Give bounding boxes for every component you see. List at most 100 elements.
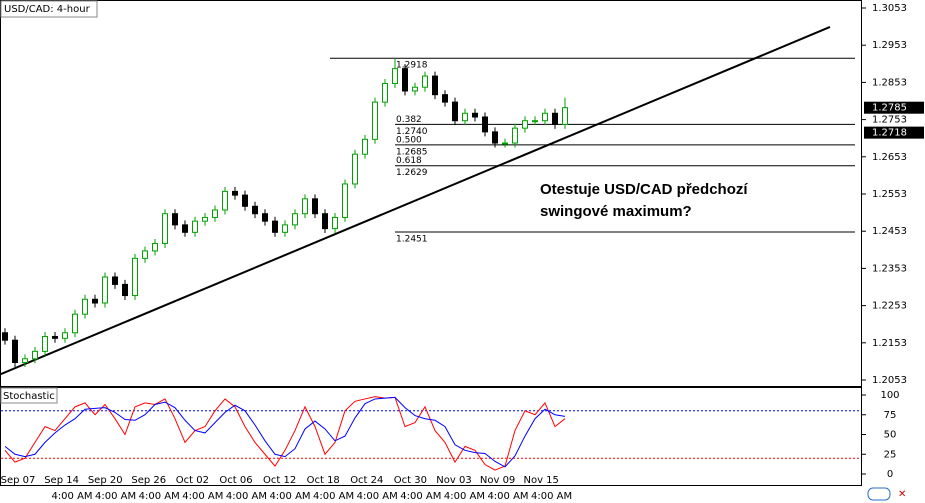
candle-body: [82, 298, 88, 315]
candle-body: [52, 335, 58, 339]
x-date-label: Nov 03: [436, 475, 471, 486]
trendline: [0, 26, 831, 376]
y-tick-label: 1.2653: [872, 152, 907, 163]
candle-body: [252, 205, 258, 215]
x-time-label: 4:00 AM: [357, 491, 398, 502]
stochastic-title: Stochastic: [3, 391, 55, 402]
x-date-label: Oct 12: [263, 475, 296, 486]
x-time-label: 4:00 AM: [182, 491, 223, 502]
stoch-tick-label: 50: [884, 430, 897, 441]
x-date-label: Oct 18: [307, 475, 340, 486]
candle-body: [502, 142, 508, 145]
annotation: Otestuje USD/CAD předchozí: [540, 181, 748, 198]
candle-body: [102, 276, 108, 304]
candle-body: [282, 224, 288, 233]
stoch-tick-label: 75: [884, 410, 897, 421]
x-time-label: 4:00 AM: [226, 491, 267, 502]
candle-body: [322, 213, 328, 230]
candle-body: [292, 213, 298, 226]
price-marker-label: 1.2785: [872, 103, 907, 114]
candle-body: [192, 220, 198, 233]
level-ratio: 0.500: [396, 135, 422, 145]
candle-body: [432, 75, 438, 96]
x-date-label: Sep 07: [1, 475, 36, 486]
y-tick-label: 1.3053: [872, 3, 907, 14]
x-date-label: Sep 26: [131, 475, 166, 486]
candle-body: [222, 190, 228, 211]
candle-body: [262, 213, 268, 222]
candle-body: [42, 335, 48, 352]
y-tick-label: 1.2553: [872, 189, 907, 200]
level-ratio: 0.382: [396, 115, 422, 125]
candle-body: [112, 276, 118, 285]
candle-body: [202, 216, 208, 222]
price-panel: [0, 0, 862, 387]
y-tick-label: 1.2853: [872, 77, 907, 88]
candle-body: [132, 257, 138, 297]
candle-body: [352, 153, 358, 185]
candle-body: [392, 68, 398, 85]
x-time-label: 4:00 AM: [51, 491, 92, 502]
candle-body: [442, 94, 448, 103]
candle-body: [172, 213, 178, 226]
x-time-label: 4:00 AM: [95, 491, 136, 502]
link-icon[interactable]: [867, 487, 891, 501]
y-tick-label: 1.2253: [872, 301, 907, 312]
x-date-label: Oct 06: [219, 475, 252, 486]
y-tick-label: 1.2353: [872, 263, 907, 274]
price-marker: [864, 126, 924, 139]
candle-body: [452, 101, 458, 122]
price-marker-label: 1.2718: [872, 128, 907, 139]
level-label: 1.2685: [396, 147, 428, 157]
x-date-label: Sep 14: [44, 475, 79, 486]
x-time-label: 4:00 AM: [313, 491, 354, 502]
x-time-label: 4:00 AM: [444, 491, 485, 502]
candle-body: [332, 216, 338, 230]
candle-body: [422, 75, 428, 88]
candle-body: [122, 283, 128, 297]
x-time-label: 4:00 AM: [139, 491, 180, 502]
candle-body: [182, 224, 188, 233]
level-label: 1.2451: [396, 234, 428, 244]
level-label: 1.2740: [396, 127, 428, 137]
stochastic-panel: [0, 387, 862, 486]
candle-body: [162, 213, 168, 244]
candle-body: [212, 209, 218, 218]
candle-body: [402, 68, 408, 92]
close-icon[interactable]: ✕: [898, 489, 906, 500]
y-tick-label: 1.2153: [872, 338, 907, 349]
candle-body: [522, 120, 528, 129]
candle-body: [12, 339, 18, 364]
x-date-label: Nov 15: [523, 475, 558, 486]
x-time-label: 4:00 AM: [487, 491, 528, 502]
stoch-tick-label: 25: [884, 449, 897, 460]
level-label: 1.2918: [396, 61, 428, 71]
candle-body: [2, 332, 8, 341]
x-time-label: 4:00 AM: [531, 491, 572, 502]
y-tick-label: 1.2953: [872, 40, 907, 51]
x-date-label: Oct 30: [394, 475, 427, 486]
candle-body: [512, 127, 518, 144]
candle-body: [152, 242, 158, 252]
candle-body: [562, 107, 568, 125]
x-date-label: Oct 02: [176, 475, 209, 486]
title-box: [0, 0, 98, 18]
x-time-label: 4:00 AM: [269, 491, 310, 502]
x-date-label: Sep 20: [88, 475, 123, 486]
candle-body: [552, 112, 558, 125]
candle-body: [542, 112, 548, 122]
candle-body: [382, 83, 388, 103]
candle-body: [372, 101, 378, 140]
candle-body: [22, 358, 28, 364]
candle-body: [492, 131, 498, 144]
chart-title: USD/CAD: 4-hour: [4, 4, 91, 15]
candle-body: [362, 138, 368, 155]
annotation: swingové maximum?: [540, 203, 692, 220]
candle-body: [482, 116, 488, 133]
candle-body: [532, 120, 538, 123]
level-ratio: 0.618: [396, 156, 422, 166]
stoch-tick-label: 100: [880, 390, 899, 401]
candle-body: [272, 220, 278, 233]
level-label: 1.2629: [396, 168, 428, 178]
